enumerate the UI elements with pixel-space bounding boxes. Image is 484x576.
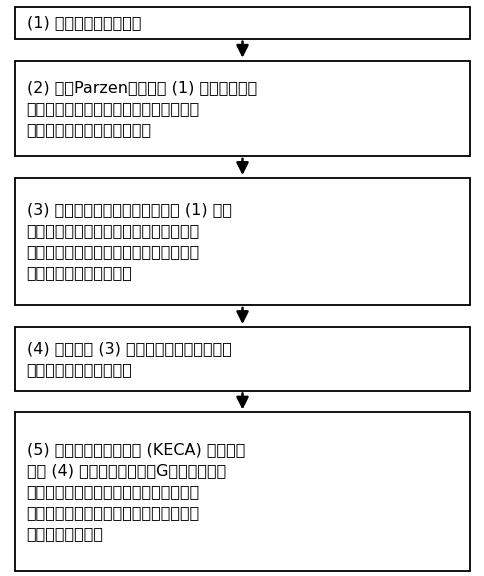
Bar xyxy=(15,412,469,571)
Bar xyxy=(15,60,469,156)
Text: (5) 采用核熵主成分分析 (KECA) 的映射对
步骤 (4) 所述的合成核矩阵G的特征值和特
征向量进行熵成分分析，获得低维的特征
值和特征矢量数据，实现多: (5) 采用核熵主成分分析 (KECA) 的映射对 步骤 (4) 所述的合成核矩… xyxy=(27,442,244,541)
Bar xyxy=(15,7,469,39)
Bar xyxy=(15,327,469,391)
Text: (4) 计算步骤 (3) 中所述的融合后的合成核
矩阵的特征值和特征向量: (4) 计算步骤 (3) 中所述的融合后的合成核 矩阵的特征值和特征向量 xyxy=(27,341,231,377)
Text: (2) 采用Parzen窗对步骤 (1) 中的各通道的
脑电信号数据进行核密度估计，得到不同
通道的脑电信号数据的估计值: (2) 采用Parzen窗对步骤 (1) 中的各通道的 脑电信号数据进行核密度估… xyxy=(27,80,257,137)
Text: (3) 采用多项式核函数分别对步骤 (1) 中的
各通道的脑电信号数据进行核变换，形成
不同的核矩阵并根据不同的权值将不同的
核矩阵融合成新的核矩阵: (3) 采用多项式核函数分别对步骤 (1) 中的 各通道的脑电信号数据进行核变换… xyxy=(27,202,231,281)
Bar xyxy=(15,178,469,305)
Text: (1) 读入多通道脑电数据: (1) 读入多通道脑电数据 xyxy=(27,16,141,31)
